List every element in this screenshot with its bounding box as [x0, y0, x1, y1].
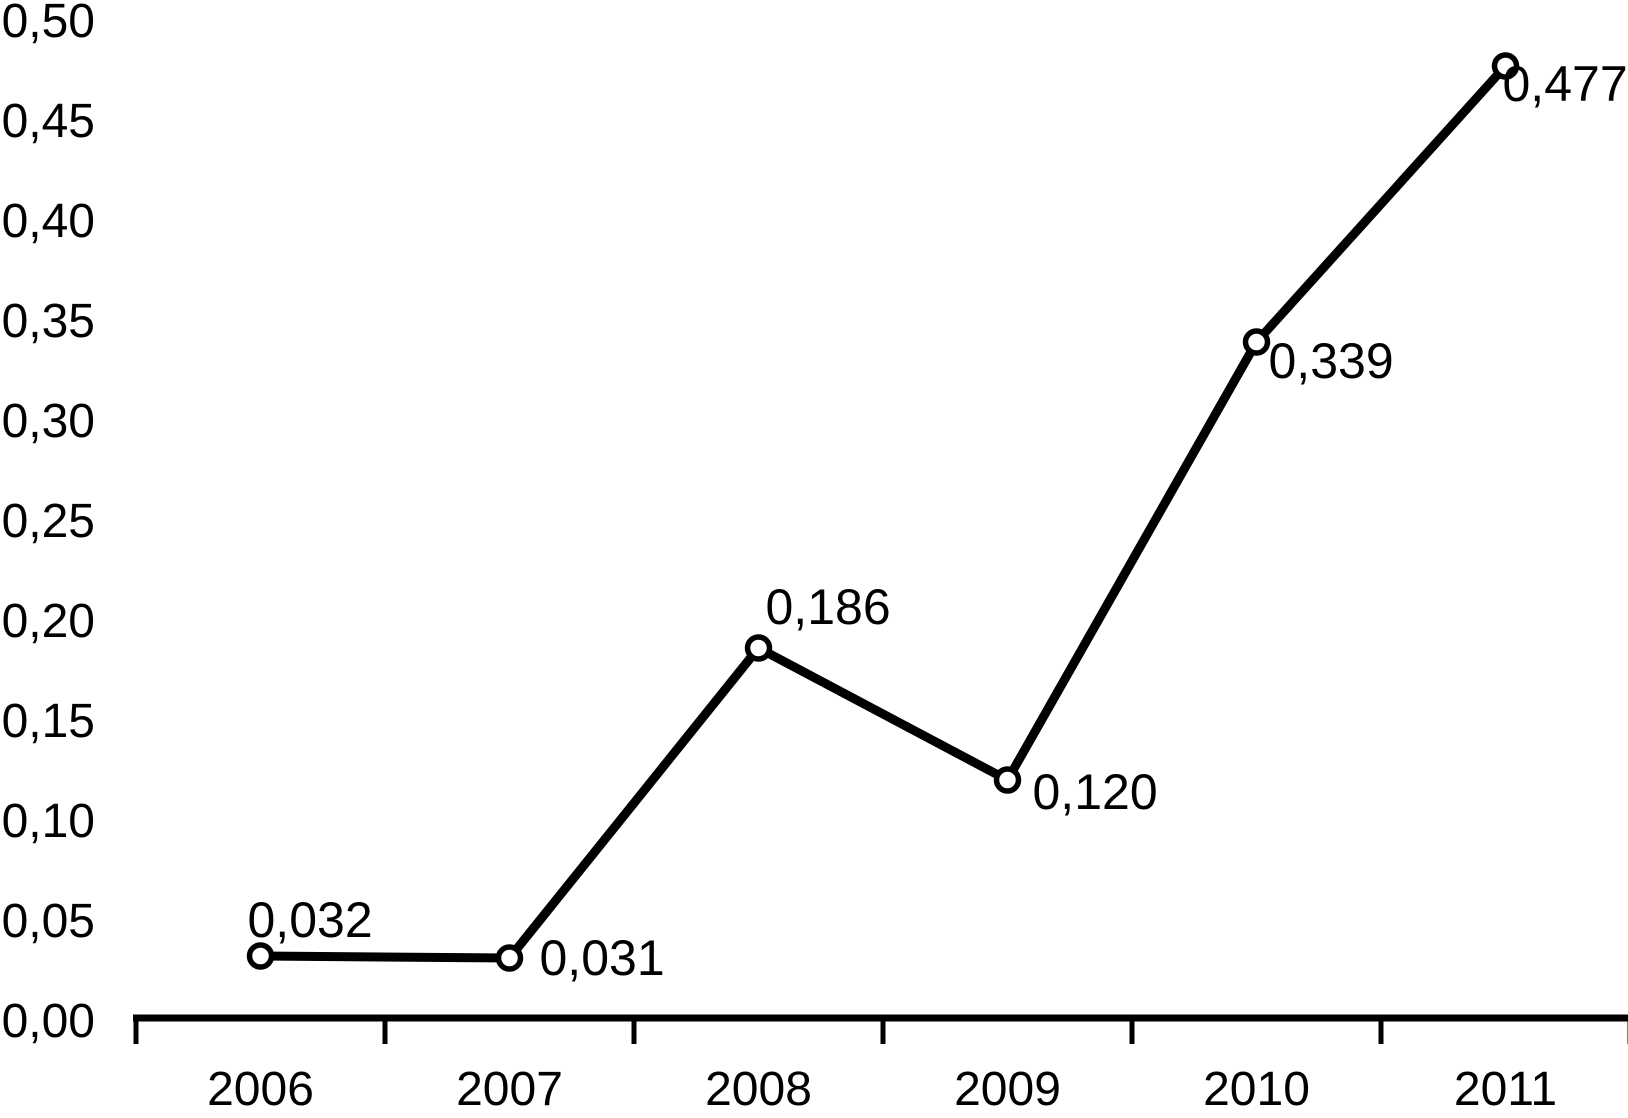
- y-axis-tick-label: 0,30: [2, 395, 95, 448]
- x-axis-label: 2007: [456, 1063, 563, 1116]
- series-line: [256, 61, 1510, 963]
- data-point-label: 0,032: [248, 892, 373, 948]
- y-axis-tick-label: 0,50: [2, 0, 95, 48]
- y-axis-tick-label: 0,20: [2, 595, 95, 648]
- x-axis: 2006 2007 2008 2009 2010 2011: [133, 1014, 1628, 1116]
- data-point-label: 0,477: [1503, 56, 1628, 112]
- y-axis-tick-label: 0,40: [2, 195, 95, 248]
- y-axis-tick-label: 0,35: [2, 295, 95, 348]
- data-point-label: 0,120: [1033, 764, 1158, 820]
- data-point-marker: [1491, 52, 1520, 80]
- y-axis-tick-label: 0,15: [2, 695, 95, 748]
- data-point-label: 0,186: [766, 579, 891, 635]
- x-axis-label: 2010: [1203, 1063, 1310, 1116]
- y-axis-tick-label: 0,00: [2, 995, 95, 1048]
- data-point-marker: [246, 942, 275, 970]
- data-point-marker: [1242, 328, 1271, 356]
- y-axis: 0,50 0,45 0,40 0,35 0,30 0,25 0,20 0,15 0,10 0,05…: [2, 0, 95, 1048]
- data-point-marker: [495, 944, 524, 972]
- data-point-marker: [993, 766, 1022, 794]
- x-axis-label: 2006: [207, 1063, 314, 1116]
- y-axis-tick-label: 0,25: [2, 495, 95, 548]
- data-point-label: 0,339: [1269, 333, 1394, 389]
- x-axis-label: 2011: [1454, 1063, 1557, 1116]
- y-axis-tick-label: 0,45: [2, 95, 95, 148]
- data-point-marker: [744, 634, 773, 662]
- y-axis-tick-label: 0,05: [2, 895, 95, 948]
- x-axis-label: 2008: [705, 1063, 812, 1116]
- data-labels: 0,032 0,031 0,186 0,120 0,339 0,477: [248, 56, 1628, 986]
- x-axis-label: 2009: [954, 1063, 1061, 1116]
- y-axis-tick-label: 0,10: [2, 795, 95, 848]
- data-series: [246, 52, 1520, 972]
- data-point-label: 0,031: [540, 930, 665, 986]
